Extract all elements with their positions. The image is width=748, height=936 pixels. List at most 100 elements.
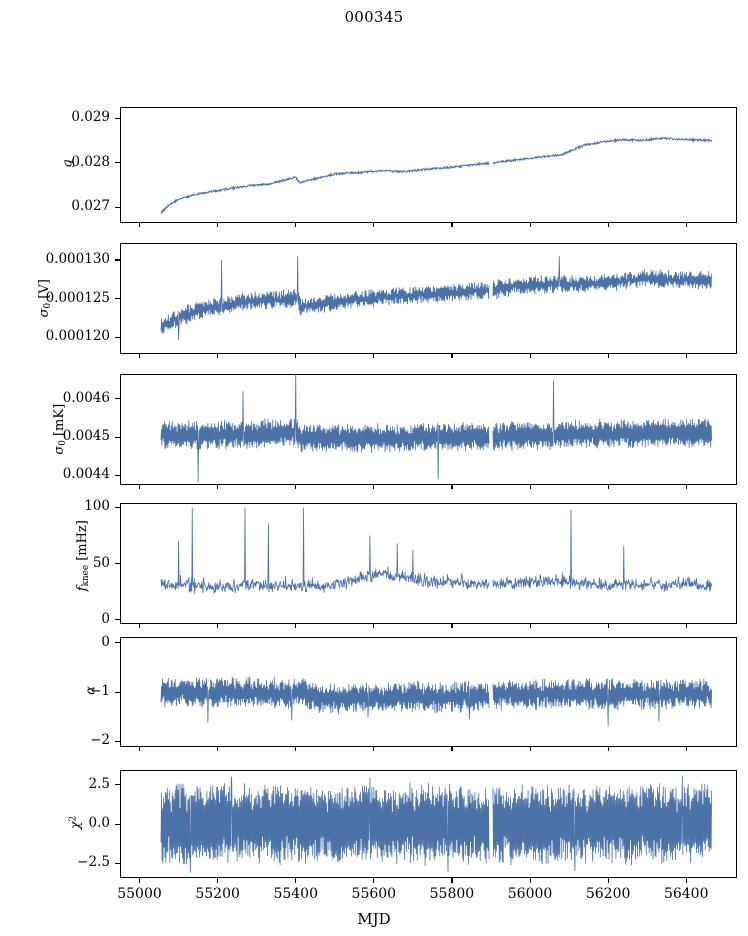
panel-sigma0-mK-xtick-mark xyxy=(295,485,297,489)
panel-chi2-ytick-label: 0.0 xyxy=(88,815,110,831)
panel-alpha-ytick-label: −2 xyxy=(90,732,110,749)
panel-sigma0-mK-xtick-mark xyxy=(373,485,375,489)
panel-fknee-ytick-mark xyxy=(115,619,120,621)
panel-sigma0-mK-xtick-mark xyxy=(685,485,687,489)
panel-chi2-ytick-label: 2.5 xyxy=(88,775,110,792)
panel-g-xtick-mark xyxy=(373,223,375,227)
panel-fknee-xtick-mark xyxy=(217,624,219,628)
panel-sigma0-mK-ytick-mark xyxy=(115,474,120,477)
panel-sigma0-V-xtick-mark xyxy=(451,354,453,358)
panel-sigma0-V-ytick-mark xyxy=(115,336,120,338)
panel-sigma0-V-xtick-mark xyxy=(607,354,609,358)
panel-g-ytick-label: 0.027 xyxy=(71,198,110,215)
panel-alpha-ytick-mark xyxy=(115,740,120,742)
panel-sigma0-V-ytick-mark xyxy=(115,259,120,261)
panel-alpha xyxy=(120,637,737,747)
panel-fknee-xtick-mark xyxy=(529,624,531,628)
panel-alpha-xtick-mark xyxy=(529,747,531,751)
panel-fknee-xtick-mark xyxy=(139,624,141,628)
panel-sigma0-V-xtick-mark xyxy=(529,354,531,358)
panel-alpha-xtick-mark xyxy=(295,747,297,751)
panel-sigma0-V xyxy=(120,243,737,354)
panel-fknee-ytick-label: 100 xyxy=(84,498,110,515)
panel-g-xtick-mark xyxy=(529,223,531,227)
panel-g-xtick-mark xyxy=(451,223,453,227)
panel-sigma0-V-xtick-mark xyxy=(373,354,375,358)
panel-chi2-y-axis-label: χ2 xyxy=(68,815,84,830)
panel-alpha-xtick-mark xyxy=(139,747,141,751)
x-axis-tick-label: 55800 xyxy=(429,886,475,902)
x-axis-tick-label: 55400 xyxy=(273,886,318,902)
panel-sigma0-mK-ytick-label: 0.0045 xyxy=(62,428,110,445)
panel-alpha-y-axis-label: α xyxy=(83,686,99,695)
panel-alpha-xtick-mark xyxy=(685,747,687,751)
panel-fknee-xtick-mark xyxy=(295,624,297,628)
panel-fknee-xtick-mark xyxy=(607,624,609,628)
panel-g-xtick-mark xyxy=(295,223,297,227)
panel-sigma0-mK-xtick-mark xyxy=(607,485,609,489)
panel-sigma0-mK-xtick-mark xyxy=(529,485,531,489)
panel-fknee-xtick-mark xyxy=(685,624,687,628)
panel-chi2-xtick-mark xyxy=(451,878,453,883)
x-axis-tick-label: 55000 xyxy=(117,886,162,902)
panel-fknee-ytick-label: 0 xyxy=(101,610,110,627)
figure-title: 000345 xyxy=(344,8,404,26)
panel-sigma0-V-xtick-mark xyxy=(139,354,141,358)
panel-chi2-ytick-label: −2.5 xyxy=(77,854,110,871)
panel-sigma0-V-ytick-label: 0.000130 xyxy=(45,250,110,267)
panel-g-ytick-label: 0.029 xyxy=(71,109,110,126)
panel-alpha-ytick-label: 0 xyxy=(101,633,110,650)
panel-sigma0-mK-series xyxy=(160,374,713,483)
panel-chi2-xtick-mark xyxy=(295,878,297,883)
panel-sigma0-V-series xyxy=(160,256,713,341)
panel-alpha-xtick-mark xyxy=(451,747,453,751)
panel-g-xtick-mark xyxy=(217,223,219,227)
x-axis-tick-label: 56400 xyxy=(663,886,709,902)
panel-fknee-ytick-mark xyxy=(115,506,120,509)
panel-sigma0-V-xtick-mark xyxy=(217,354,219,358)
panel-fknee-y-axis-label: fknee [mHz] xyxy=(74,519,92,591)
panel-alpha-xtick-mark xyxy=(607,747,609,751)
panel-alpha-xtick-mark xyxy=(373,747,375,751)
panel-chi2-xtick-mark xyxy=(607,878,609,883)
panel-chi2-ytick-mark xyxy=(115,784,120,786)
panel-sigma0-V-ytick-label: 0.000125 xyxy=(45,289,110,306)
panel-sigma0-V-xtick-mark xyxy=(295,354,297,358)
panel-alpha-ytick-mark xyxy=(115,691,120,693)
panel-chi2-ytick-mark xyxy=(115,862,120,864)
panel-g-xtick-mark xyxy=(607,223,609,227)
panel-sigma0-mK-ytick-mark xyxy=(115,398,120,400)
panel-chi2-xtick-mark xyxy=(217,878,219,883)
panel-chi2-xtick-mark xyxy=(139,878,141,883)
panel-g xyxy=(120,107,737,223)
panel-g-xtick-mark xyxy=(139,223,141,227)
panel-sigma0-mK-ytick-label: 0.0046 xyxy=(62,389,110,406)
panel-alpha-series xyxy=(160,676,713,727)
panel-fknee-ytick-label: 50 xyxy=(92,554,110,571)
panel-g-series xyxy=(160,136,713,214)
panel-chi2-series xyxy=(160,775,713,873)
panel-g-ytick-mark xyxy=(115,162,120,164)
panel-alpha-ytick-label: −1 xyxy=(90,683,110,699)
panel-fknee-series xyxy=(160,507,713,594)
panel-sigma0-V-ytick-label: 0.000120 xyxy=(45,328,110,345)
panel-sigma0-mK-xtick-mark xyxy=(217,485,219,489)
panel-alpha-ytick-mark xyxy=(115,642,120,644)
panel-fknee-xtick-mark xyxy=(373,624,375,628)
panel-g-ytick-label: 0.028 xyxy=(71,153,110,170)
panel-sigma0-mK-xtick-mark xyxy=(139,485,141,489)
panel-fknee-ytick-mark xyxy=(115,563,120,565)
panel-chi2 xyxy=(120,770,737,878)
panel-g-y-axis-label: g xyxy=(60,159,76,168)
panel-sigma0-mK-xtick-mark xyxy=(451,485,453,489)
panel-fknee xyxy=(120,503,737,624)
panel-sigma0-V-ytick-mark xyxy=(115,298,120,300)
x-axis-tick-label: 55200 xyxy=(195,886,240,902)
x-axis-label: MJD xyxy=(357,910,391,928)
panel-sigma0-mK xyxy=(120,374,737,485)
panel-chi2-xtick-mark xyxy=(529,878,531,883)
panel-g-ytick-mark xyxy=(115,117,120,119)
x-axis-tick-label: 56200 xyxy=(585,886,631,902)
panel-sigma0-mK-ytick-label: 0.0044 xyxy=(62,466,110,483)
